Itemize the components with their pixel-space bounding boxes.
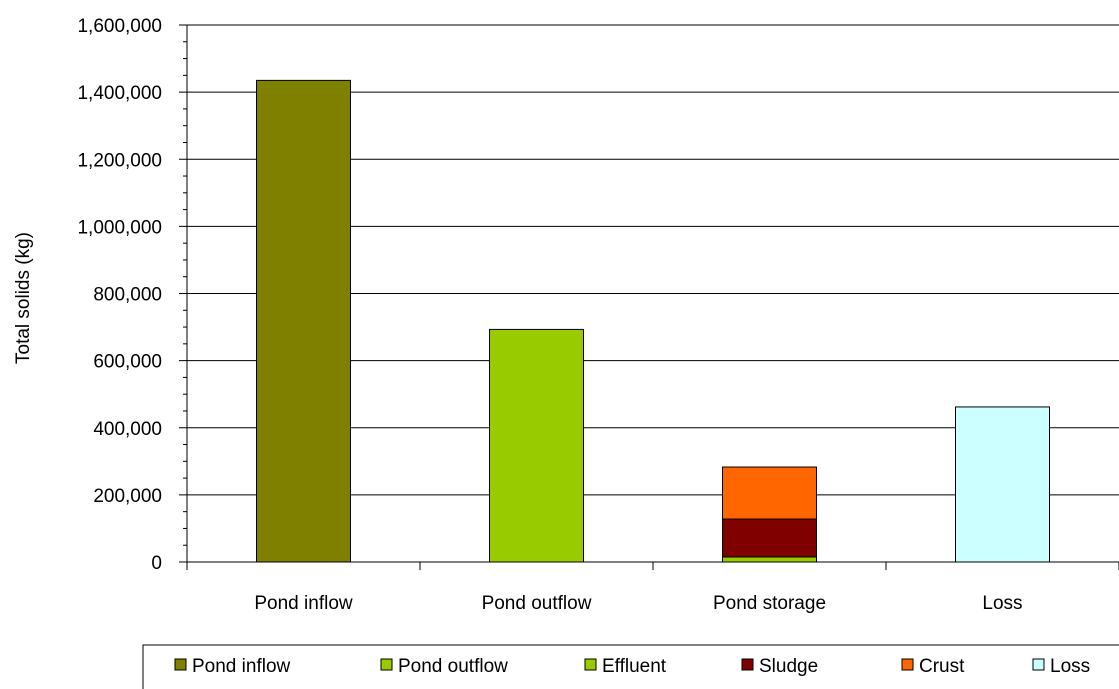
y-tick-label: 0 bbox=[151, 553, 162, 574]
legend-label: Pond inflow bbox=[192, 656, 291, 677]
legend-box bbox=[142, 644, 1119, 689]
bar-sludge bbox=[722, 518, 817, 558]
x-tick-label: Loss bbox=[982, 593, 1022, 614]
legend-label: Pond outflow bbox=[398, 656, 508, 677]
legend-swatch bbox=[741, 658, 754, 671]
legend: Pond inflow Pond outflow Effluent Sludge Cru… bbox=[142, 644, 1119, 689]
x-tick-label: Pond inflow bbox=[254, 593, 353, 614]
legend-swatch bbox=[584, 658, 597, 671]
x-tick-label: Pond outflow bbox=[482, 593, 592, 614]
y-tick-label: 1,400,000 bbox=[77, 83, 162, 104]
y-axis-title: Total solids (kg) bbox=[13, 232, 34, 364]
legend-swatch bbox=[901, 658, 914, 671]
y-tick-label: 400,000 bbox=[93, 419, 162, 440]
y-tick-label: 800,000 bbox=[93, 285, 162, 306]
legend-swatch bbox=[174, 658, 187, 671]
bars bbox=[256, 79, 1050, 563]
legend-label: Sludge bbox=[759, 656, 818, 677]
legend-swatch bbox=[380, 658, 393, 671]
bar-crust bbox=[722, 466, 817, 520]
y-tick-label: 600,000 bbox=[93, 352, 162, 373]
legend-label: Crust bbox=[919, 656, 965, 677]
bar-pond-outflow bbox=[489, 328, 584, 563]
legend-swatch bbox=[1032, 658, 1045, 671]
y-tick-label: 200,000 bbox=[93, 486, 162, 507]
axes: 0 200,000 400,000 600,000 800,000 1,000,000 1,… bbox=[77, 16, 1119, 614]
y-tick-label: 1,600,000 bbox=[77, 16, 162, 37]
bar-effluent bbox=[722, 556, 817, 563]
bar-pond-inflow bbox=[256, 79, 351, 563]
y-tick-label: 1,000,000 bbox=[77, 217, 162, 238]
legend-label: Effluent bbox=[602, 656, 667, 677]
legend-label: Loss bbox=[1050, 656, 1090, 677]
bar-loss bbox=[955, 406, 1050, 563]
y-tick-label: 1,200,000 bbox=[77, 150, 162, 171]
x-tick-label: Pond storage bbox=[713, 593, 826, 614]
